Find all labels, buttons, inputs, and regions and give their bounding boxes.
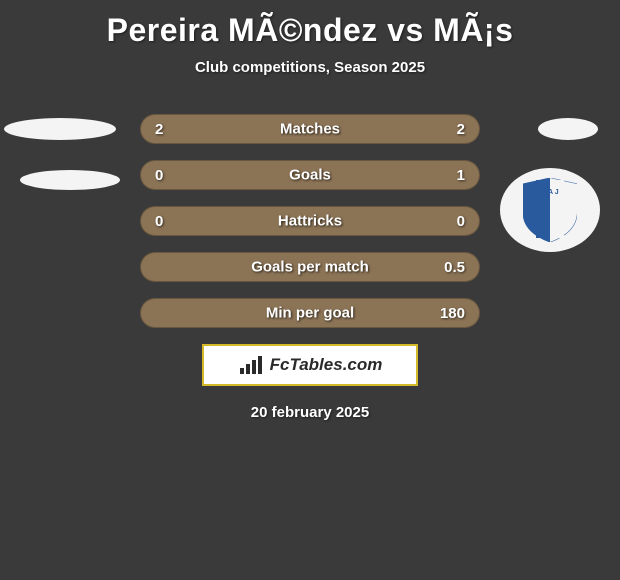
stat-right-value: 180 — [435, 305, 465, 322]
stat-left-value: 0 — [155, 167, 185, 184]
fctables-logo[interactable]: FcTables.com — [202, 344, 418, 386]
bars-icon — [238, 354, 264, 376]
stat-label: Min per goal — [266, 305, 354, 322]
subtitle: Club competitions, Season 2025 — [0, 59, 620, 76]
stat-row-goals: 0 Goals 1 — [140, 160, 480, 190]
stat-row-matches: 2 Matches 2 — [140, 114, 480, 144]
stat-left-value: 0 — [155, 213, 185, 230]
team-right-placeholder-1 — [538, 118, 598, 140]
stat-label: Matches — [280, 121, 340, 138]
stat-label: Goals — [289, 167, 331, 184]
page-title: Pereira MÃ©ndez vs MÃ¡s — [0, 0, 620, 49]
stat-row-hattricks: 0 Hattricks 0 — [140, 206, 480, 236]
stat-label: Goals per match — [251, 259, 369, 276]
team-right-badge: C A J — [500, 168, 600, 252]
stat-right-value: 0.5 — [435, 259, 465, 276]
stat-row-min-per-goal: Min per goal 180 — [140, 298, 480, 328]
stats-container: C A J 2 Matches 2 0 Goals 1 0 Hattricks … — [0, 114, 620, 421]
stat-right-value: 1 — [435, 167, 465, 184]
logo-text: FcTables.com — [270, 355, 383, 375]
stat-right-value: 2 — [435, 121, 465, 138]
svg-text:C A J: C A J — [541, 189, 558, 196]
stat-right-value: 0 — [435, 213, 465, 230]
team-left-placeholder-1 — [4, 118, 116, 140]
stat-row-goals-per-match: Goals per match 0.5 — [140, 252, 480, 282]
date-label: 20 february 2025 — [0, 404, 620, 421]
shield-icon: C A J — [523, 178, 577, 242]
stat-label: Hattricks — [278, 213, 342, 230]
team-left-placeholder-2 — [20, 170, 120, 190]
stat-left-value: 2 — [155, 121, 185, 138]
